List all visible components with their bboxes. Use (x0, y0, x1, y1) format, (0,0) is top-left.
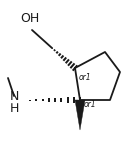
Text: or1: or1 (79, 73, 92, 82)
Polygon shape (75, 100, 85, 130)
Text: OH: OH (20, 12, 40, 24)
Text: or1: or1 (84, 100, 97, 109)
Text: H: H (9, 102, 19, 114)
Text: N: N (9, 90, 19, 102)
